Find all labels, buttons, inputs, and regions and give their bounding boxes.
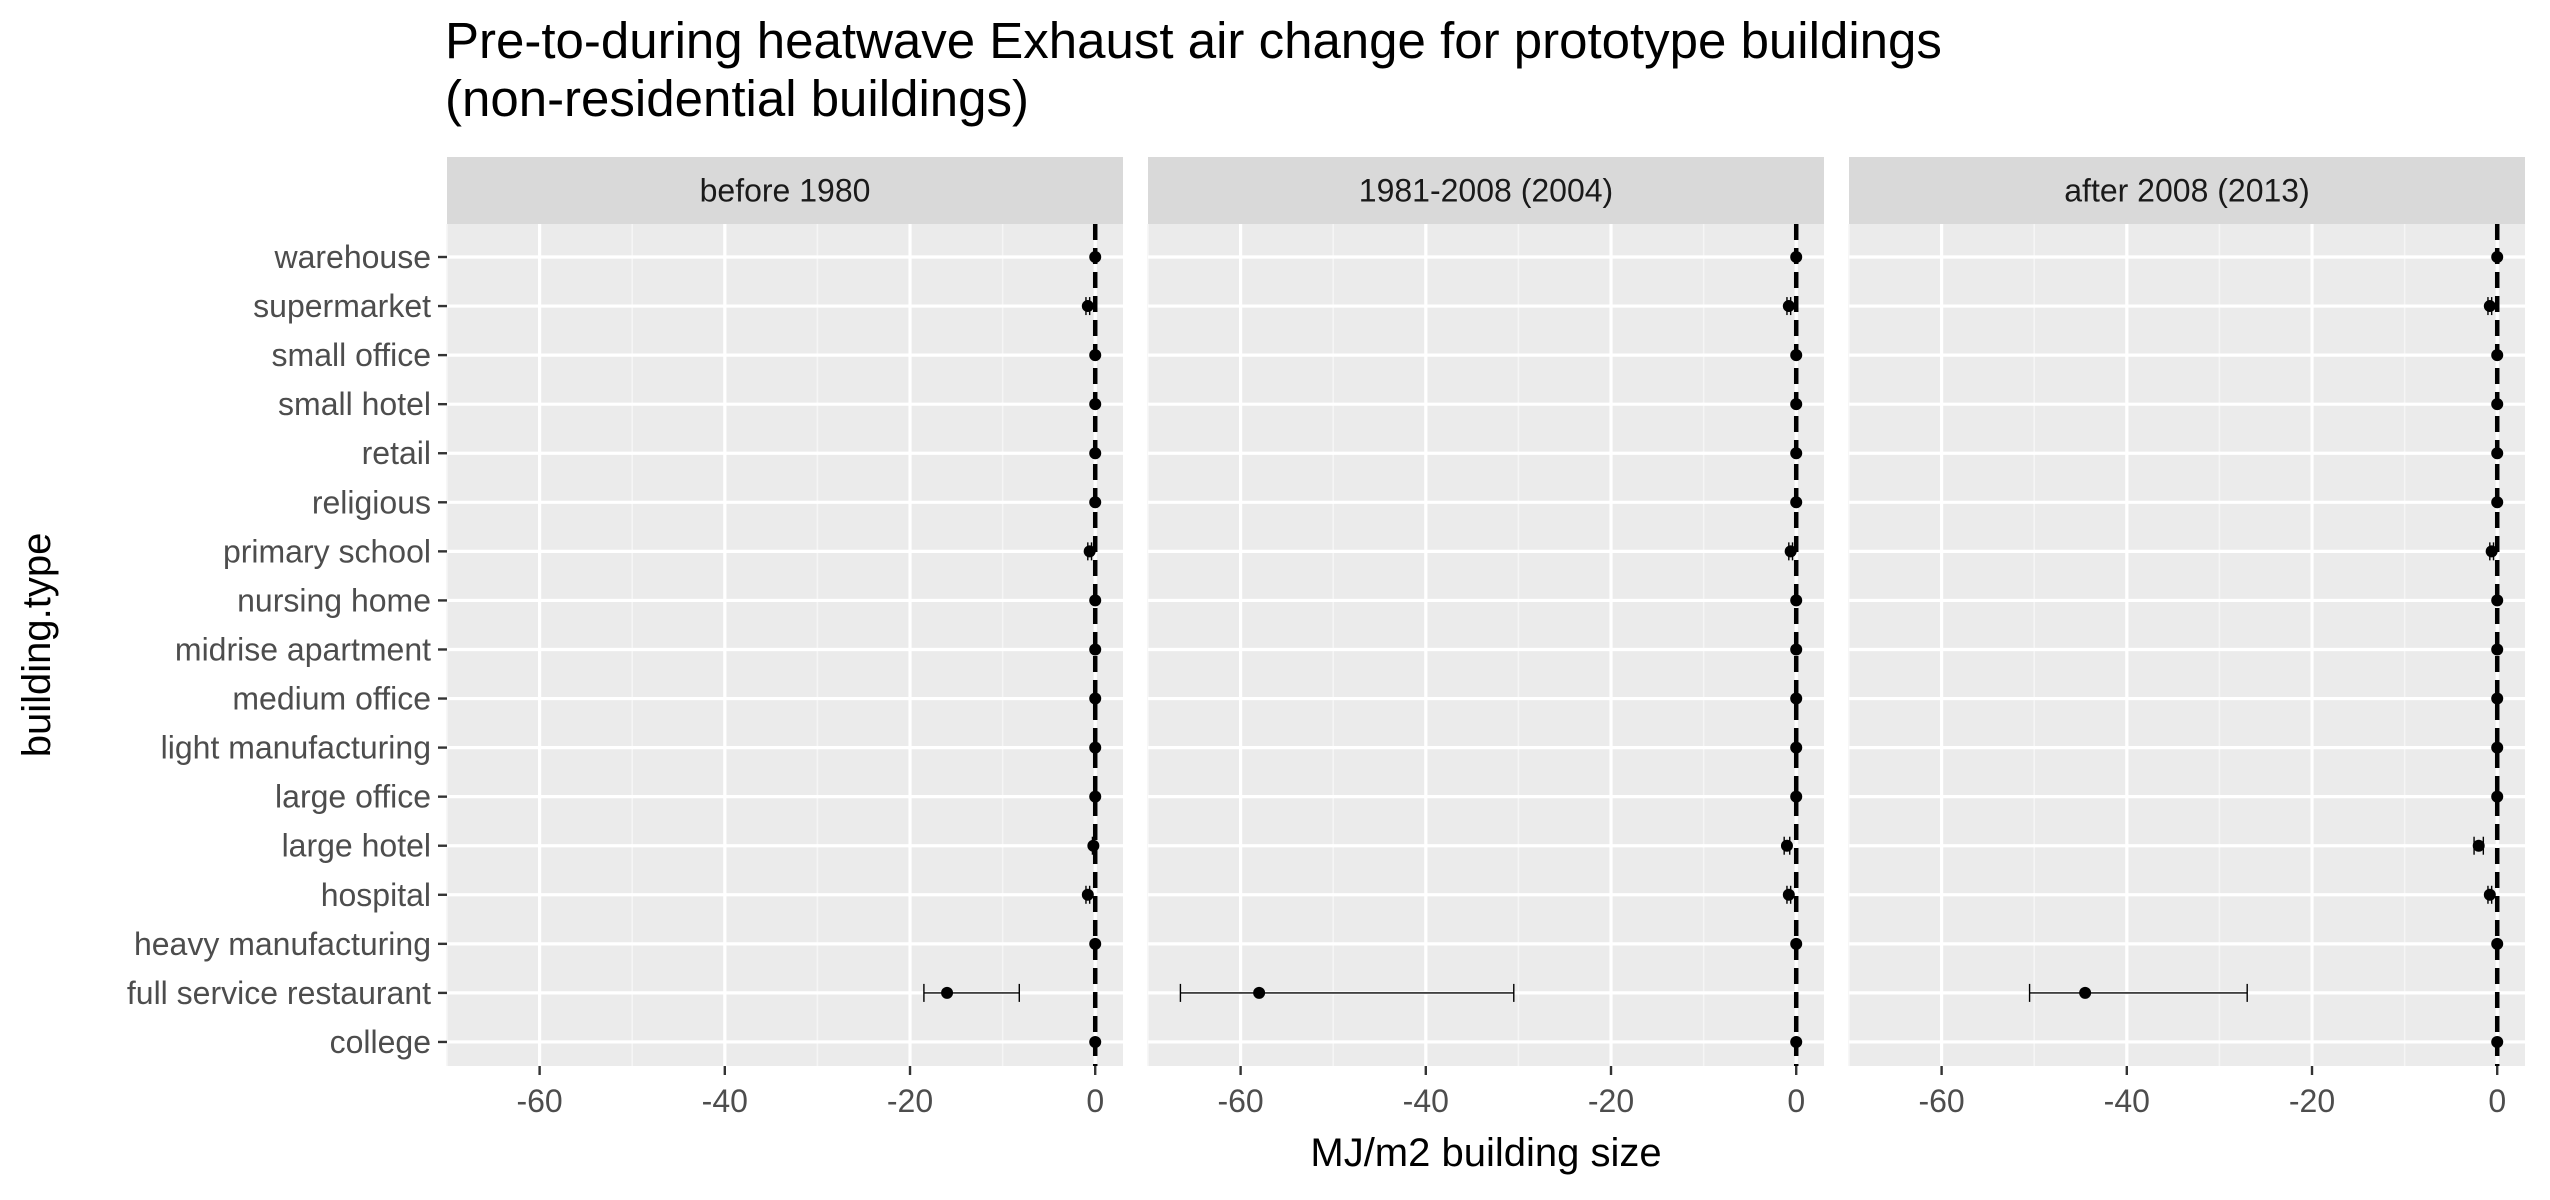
chart-title-line: Pre-to-during heatwave Exhaust air chang… bbox=[445, 12, 1942, 69]
data-point bbox=[1089, 398, 1102, 411]
y-tick-label: small office bbox=[272, 337, 431, 373]
chart-title: Pre-to-during heatwave Exhaust air chang… bbox=[445, 12, 1942, 128]
facet-strip bbox=[1849, 157, 2525, 224]
x-tick-label: -40 bbox=[2104, 1083, 2150, 1119]
y-tick-label: nursing home bbox=[237, 582, 431, 618]
data-point bbox=[2483, 888, 2496, 901]
data-point bbox=[1089, 790, 1102, 803]
data-point bbox=[1790, 447, 1803, 460]
x-tick-label: -60 bbox=[1918, 1083, 1964, 1119]
data-point bbox=[1780, 839, 1793, 852]
y-tick-label: medium office bbox=[232, 681, 431, 717]
data-point bbox=[1784, 545, 1797, 558]
data-point bbox=[1253, 986, 1266, 999]
y-tick-label: supermarket bbox=[253, 288, 431, 324]
data-point bbox=[2491, 349, 2504, 362]
x-tick-label: 0 bbox=[1086, 1083, 1104, 1119]
data-point bbox=[2491, 741, 2504, 754]
data-point bbox=[1790, 349, 1803, 362]
y-tick-label: primary school bbox=[223, 533, 431, 569]
data-point bbox=[941, 986, 954, 999]
facet-strip bbox=[1148, 157, 1824, 224]
facet-strip-label: 1981-2008 (2004) bbox=[1359, 173, 1613, 209]
facet-strip bbox=[447, 157, 1123, 224]
data-point bbox=[2491, 1035, 2504, 1048]
data-point bbox=[1782, 888, 1795, 901]
y-tick-label: hospital bbox=[321, 877, 431, 913]
y-tick-label: large hotel bbox=[282, 828, 431, 864]
data-point bbox=[1089, 496, 1102, 509]
data-point bbox=[1089, 251, 1102, 263]
data-point bbox=[2485, 545, 2498, 558]
y-tick-label: midrise apartment bbox=[175, 631, 431, 667]
facet-panel-2: 1981-2008 (2004) -60 -40 -20 0 bbox=[1147, 157, 1824, 1119]
y-tick-label: heavy manufacturing bbox=[134, 926, 431, 962]
data-point bbox=[1790, 398, 1803, 411]
facet-strip-label: before 1980 bbox=[700, 173, 871, 209]
data-point bbox=[2491, 398, 2504, 411]
x-tick-label: -40 bbox=[1403, 1083, 1449, 1119]
data-point bbox=[2491, 251, 2504, 263]
y-axis: warehouse supermarket small office small ho… bbox=[127, 239, 447, 1060]
x-tick-label: -60 bbox=[1217, 1083, 1263, 1119]
y-tick-label: warehouse bbox=[273, 239, 431, 275]
data-point bbox=[1790, 741, 1803, 754]
data-point bbox=[1790, 594, 1803, 607]
x-tick-label: 0 bbox=[1787, 1083, 1805, 1119]
y-tick-label: retail bbox=[362, 435, 431, 471]
data-point bbox=[1089, 1035, 1102, 1048]
data-point bbox=[2491, 496, 2504, 509]
data-point bbox=[1087, 839, 1100, 852]
x-tick-label: -20 bbox=[2289, 1083, 2335, 1119]
x-tick-label: 0 bbox=[2488, 1083, 2506, 1119]
x-tick-label: -20 bbox=[1588, 1083, 1634, 1119]
data-point bbox=[1089, 643, 1102, 656]
data-point bbox=[1089, 349, 1102, 362]
data-point bbox=[2079, 986, 2092, 999]
data-point bbox=[1790, 790, 1803, 803]
data-point bbox=[1089, 447, 1102, 460]
data-point bbox=[1790, 692, 1803, 705]
x-tick-label: -20 bbox=[887, 1083, 933, 1119]
data-point bbox=[1089, 741, 1102, 754]
panel-background bbox=[447, 224, 1123, 1066]
x-axis-title: MJ/m2 building size bbox=[1310, 1131, 1661, 1175]
data-point bbox=[1790, 643, 1803, 656]
facet-strip-label: after 2008 (2013) bbox=[2064, 173, 2310, 209]
data-point bbox=[1790, 251, 1803, 263]
data-point bbox=[2491, 447, 2504, 460]
y-tick-label: college bbox=[330, 1024, 431, 1060]
y-tick-label: small hotel bbox=[278, 386, 431, 422]
x-tick-label: -40 bbox=[702, 1083, 748, 1119]
panel-background bbox=[1849, 224, 2525, 1066]
y-tick-label: full service restaurant bbox=[127, 975, 431, 1011]
data-point bbox=[1081, 888, 1094, 901]
data-point bbox=[1089, 692, 1102, 705]
data-point bbox=[1083, 545, 1096, 558]
data-point bbox=[2491, 937, 2504, 950]
data-point bbox=[2491, 692, 2504, 705]
chart-subtitle-line: (non-residential buildings) bbox=[445, 70, 1029, 127]
data-point bbox=[2483, 300, 2496, 313]
y-tick-label: large office bbox=[275, 779, 431, 815]
y-tick-label: religious bbox=[312, 484, 431, 520]
panel-background bbox=[1148, 224, 1824, 1066]
data-point bbox=[1790, 1035, 1803, 1048]
data-point bbox=[1790, 496, 1803, 509]
data-point bbox=[1790, 937, 1803, 950]
data-point bbox=[2491, 790, 2504, 803]
data-point bbox=[1089, 594, 1102, 607]
data-point bbox=[1089, 937, 1102, 950]
data-point bbox=[2491, 594, 2504, 607]
x-tick-label: -60 bbox=[516, 1083, 562, 1119]
facet-panel-1: before 1980 -60 -40 -20 0 bbox=[446, 157, 1123, 1119]
data-point bbox=[1081, 300, 1094, 313]
data-point bbox=[2472, 839, 2485, 852]
y-axis-title: building.type bbox=[15, 533, 59, 758]
data-point bbox=[2491, 643, 2504, 656]
y-tick-label: light manufacturing bbox=[161, 730, 431, 766]
data-point bbox=[1782, 300, 1795, 313]
facet-panel-3: after 2008 (2013) -60 -40 -20 0 bbox=[1848, 157, 2525, 1119]
